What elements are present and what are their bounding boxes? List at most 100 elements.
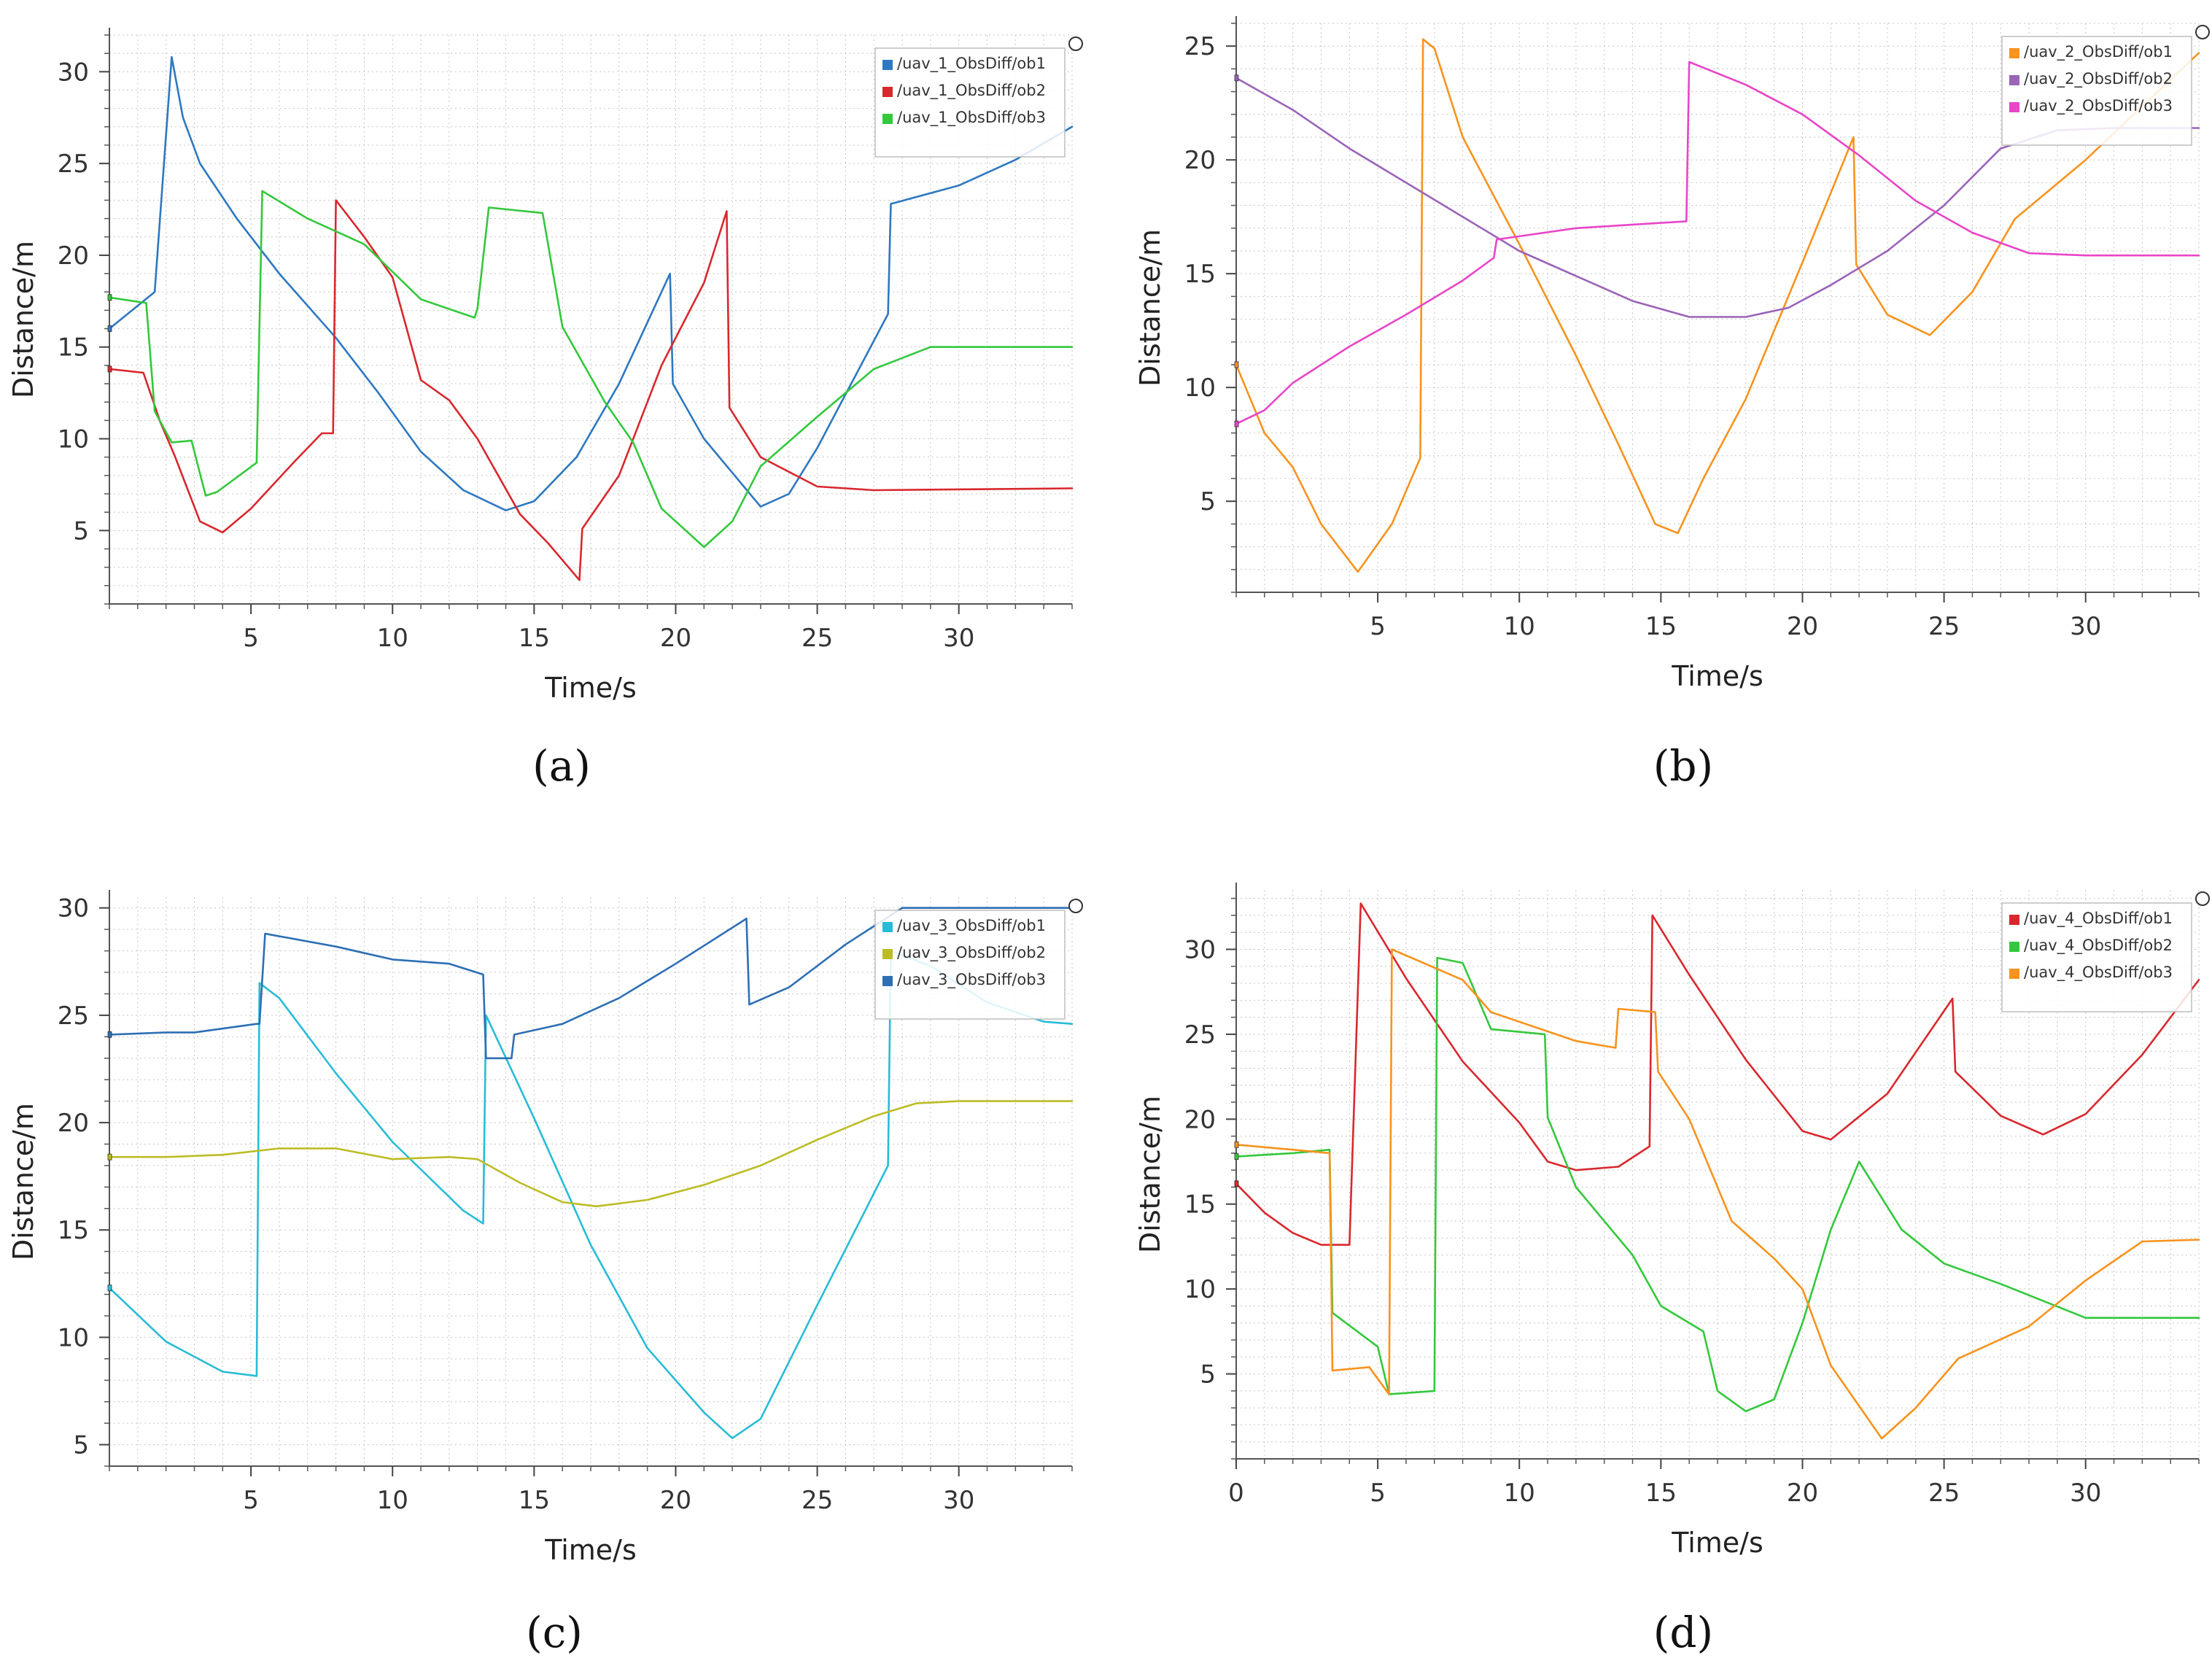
x-tick-label: 10: [377, 624, 408, 653]
x-tick-label: 15: [519, 1486, 550, 1515]
y-tick-label: 15: [1184, 1190, 1216, 1220]
y-axis-title: Distance/m: [1134, 229, 1166, 387]
x-tick-label: 30: [943, 624, 974, 653]
legend-label: /uav_3_ObsDiff/ob2: [897, 944, 1046, 962]
x-tick-label: 25: [802, 1486, 833, 1515]
legend-label: /uav_4_ObsDiff/ob2: [2024, 937, 2173, 955]
x-tick-label: 25: [1928, 612, 1960, 641]
y-tick-label: 5: [73, 1431, 89, 1460]
series-start-marker: [1234, 420, 1239, 427]
x-tick-label: 5: [243, 1486, 259, 1515]
chart-panel-3: 5 10 15 20 25 30 5 10 15 20 25 30 Time/s Distance/m/u…: [7, 890, 1083, 1657]
y-tick-label: 30: [58, 58, 89, 87]
y-tick-label: 15: [1184, 260, 1216, 289]
series-start-marker: [107, 1031, 112, 1038]
x-tick-label: 30: [2070, 1479, 2101, 1508]
legend-label: /uav_4_ObsDiff/ob1: [2024, 910, 2173, 928]
y-tick-label: 30: [58, 894, 89, 923]
x-tick-label: 15: [1645, 612, 1677, 641]
x-tick-label: 5: [243, 624, 259, 653]
y-tick-label: 20: [58, 1109, 89, 1138]
series-line-2: [1235, 956, 2200, 1413]
x-tick-label: 20: [660, 624, 691, 653]
legend-label: /uav_2_ObsDiff/ob3: [2024, 97, 2173, 115]
legend-label: /uav_2_ObsDiff/ob2: [2024, 70, 2173, 88]
x-tick-label: 30: [943, 1486, 974, 1515]
legend-label: /uav_1_ObsDiff/ob1: [897, 55, 1046, 73]
chart-panel-4: 0 5 10 15 20 25 30 5 10 15 20 25 30 Time/s Distance/m /…: [1134, 883, 2210, 1657]
series-line-2: [108, 1100, 1074, 1208]
chart-panel-1: 5 10 15 20 25 30 5 10 15 20 25 30 Time/s Distance/m/u…: [7, 28, 1083, 791]
y-axis-title: Distance/m: [7, 1103, 39, 1260]
y-tick-label: 25: [58, 1001, 89, 1031]
y-axis-title: Distance/m: [7, 241, 39, 398]
series-start-marker: [1234, 74, 1239, 82]
y-tick-label: 10: [58, 1323, 89, 1352]
panel-label: (d): [1653, 1608, 1713, 1657]
series-start-marker: [107, 325, 112, 332]
series-start-marker: [1234, 1153, 1239, 1160]
series-line-3: [108, 907, 1074, 1060]
legend-swatch: [882, 949, 893, 959]
series-line-3: [1235, 948, 2200, 1440]
y-tick-label: 15: [58, 1216, 89, 1245]
legend-label: /uav_1_ObsDiff/ob2: [897, 82, 1046, 100]
panel-label: (a): [532, 741, 591, 791]
legend-label: /uav_1_ObsDiff/ob3: [897, 109, 1046, 127]
series-line-1: [1235, 38, 2200, 573]
chart-panel-2: 5 10 15 20 25 30 5 10 15 20 25 Time/s Distance/m/uav…: [1134, 16, 2210, 791]
x-axis-title: Time/s: [1671, 1527, 1763, 1559]
legend-toggle-icon: [2195, 891, 2210, 906]
series-start-marker: [1234, 1141, 1239, 1148]
y-tick-label: 5: [1200, 487, 1216, 516]
panel-label: (b): [1653, 741, 1713, 791]
legend-box: [874, 910, 1066, 1020]
legend-box: [2001, 902, 2192, 1012]
series-start-marker: [107, 1153, 112, 1161]
y-tick-label: 15: [58, 333, 89, 363]
legend-swatch: [2009, 942, 2019, 952]
y-tick-label: 20: [1184, 1105, 1216, 1134]
legend-label: /uav_3_ObsDiff/ob3: [897, 971, 1046, 989]
legend-swatch: [882, 60, 893, 70]
x-tick-label: 30: [2070, 612, 2101, 641]
legend-toggle-icon: [2195, 25, 2210, 39]
legend-swatch: [882, 87, 893, 97]
y-tick-label: 30: [1184, 935, 1216, 964]
series-start-marker: [107, 1285, 112, 1292]
legend-swatch: [2009, 102, 2019, 112]
x-axis-title: Time/s: [544, 672, 637, 704]
x-axis-title: Time/s: [1671, 660, 1763, 692]
y-tick-label: 20: [1184, 146, 1216, 175]
y-tick-label: 10: [58, 425, 89, 454]
series-line-3: [108, 190, 1074, 549]
y-tick-label: 20: [58, 241, 89, 271]
series-line-2: [108, 199, 1074, 581]
y-axis-title: Distance/m: [1134, 1096, 1166, 1253]
x-tick-label: 10: [377, 1486, 408, 1515]
legend-swatch: [2009, 915, 2019, 925]
y-tick-label: 5: [1200, 1360, 1216, 1390]
legend-label: /uav_4_ObsDiff/ob3: [2024, 964, 2173, 982]
legend-swatch: [882, 114, 893, 124]
y-tick-label: 10: [1184, 1275, 1216, 1304]
x-tick-label: 20: [1787, 1479, 1818, 1508]
x-tick-label: 5: [1370, 612, 1386, 641]
legend-toggle-icon: [1068, 899, 1083, 913]
series-start-marker: [1234, 361, 1239, 368]
x-tick-label: 5: [1370, 1479, 1386, 1508]
series-line-1: [1235, 902, 2200, 1246]
series-line-1: [108, 55, 1074, 512]
x-tick-label: 20: [660, 1486, 691, 1515]
x-tick-label: 15: [519, 624, 550, 653]
legend-label: /uav_3_ObsDiff/ob1: [897, 917, 1046, 935]
x-tick-label: 25: [802, 624, 833, 653]
x-tick-label: 15: [1645, 1479, 1677, 1508]
x-tick-label: 10: [1504, 612, 1535, 641]
y-tick-label: 5: [73, 516, 89, 546]
panel-label: (c): [526, 1608, 583, 1657]
legend-swatch: [2009, 969, 2019, 979]
series-start-marker: [107, 294, 112, 301]
x-tick-label: 20: [1787, 612, 1818, 641]
y-tick-label: 25: [58, 150, 89, 179]
